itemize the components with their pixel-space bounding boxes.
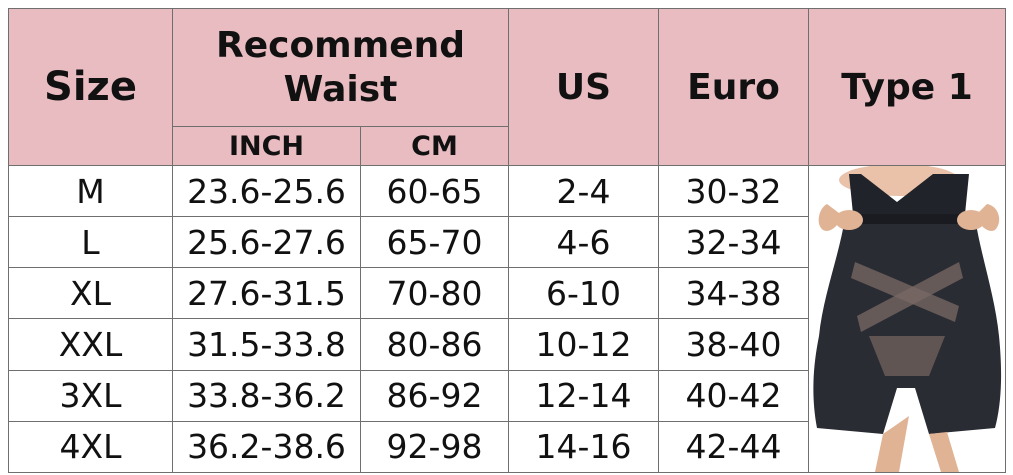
- cell-inch: 27.6-31.5: [172, 267, 361, 320]
- cell-euro: 42-44: [658, 420, 809, 474]
- cell-us: 14-16: [508, 420, 659, 474]
- cell-cm: 70-80: [360, 267, 509, 320]
- cell-euro: 40-42: [658, 369, 809, 422]
- cell-us: 2-4: [508, 164, 659, 218]
- size-chart: Size Recommend Waist US Euro Type 1 INCH…: [8, 8, 1006, 474]
- header-euro: Euro: [658, 8, 809, 166]
- shapewear-shorts-photo-icon: [813, 166, 1002, 472]
- header-us: US: [508, 8, 659, 166]
- cell-us: 10-12: [508, 318, 659, 371]
- table-row: XL 27.6-31.5 70-80 6-10 34-38: [8, 267, 1006, 320]
- cell-cm: 92-98: [360, 420, 509, 474]
- cell-cm: 60-65: [360, 164, 509, 218]
- cell-cm: 86-92: [360, 369, 509, 422]
- cell-size: M: [8, 164, 173, 218]
- cell-us: 6-10: [508, 267, 659, 320]
- product-image: [808, 165, 1006, 473]
- table-row: 3XL 33.8-36.2 86-92 12-14 40-42: [8, 369, 1006, 422]
- cell-euro: 30-32: [658, 164, 809, 218]
- cell-euro: 34-38: [658, 267, 809, 320]
- cell-inch: 31.5-33.8: [172, 318, 361, 371]
- size-table: Size Recommend Waist US Euro Type 1 INCH…: [8, 8, 1006, 474]
- header-cm: CM: [360, 126, 509, 166]
- table-row: L 25.6-27.6 65-70 4-6 32-34: [8, 216, 1006, 269]
- cell-size: 4XL: [8, 420, 173, 474]
- cell-euro: 32-34: [658, 216, 809, 269]
- table-row: XXL 31.5-33.8 80-86 10-12 38-40: [8, 318, 1006, 371]
- cell-size: 3XL: [8, 369, 173, 422]
- header-recommend-waist: Recommend Waist: [172, 8, 509, 127]
- header-type1: Type 1: [808, 8, 1006, 166]
- header-size: Size: [8, 8, 173, 166]
- header-inch: INCH: [172, 126, 361, 166]
- cell-size: L: [8, 216, 173, 269]
- table-row: 4XL 36.2-38.6 92-98 14-16 42-44: [8, 420, 1006, 474]
- header-waist-line2: Waist: [283, 68, 398, 110]
- cell-cm: 65-70: [360, 216, 509, 269]
- cell-us: 4-6: [508, 216, 659, 269]
- cell-us: 12-14: [508, 369, 659, 422]
- cell-euro: 38-40: [658, 318, 809, 371]
- cell-inch: 25.6-27.6: [172, 216, 361, 269]
- cell-cm: 80-86: [360, 318, 509, 371]
- table-row: M 23.6-25.6 60-65 2-4 30-32: [8, 164, 1006, 473]
- cell-inch: 33.8-36.2: [172, 369, 361, 422]
- cell-size: XXL: [8, 318, 173, 371]
- cell-inch: 23.6-25.6: [172, 164, 361, 218]
- cell-size: XL: [8, 267, 173, 320]
- cell-inch: 36.2-38.6: [172, 420, 361, 474]
- header-waist-line1: Recommend: [215, 24, 466, 66]
